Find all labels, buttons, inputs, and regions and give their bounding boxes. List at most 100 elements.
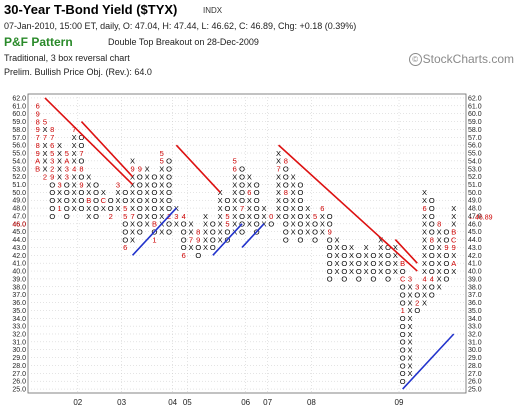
x-box: X [130, 196, 135, 205]
x-box: X [422, 227, 427, 236]
o-box: O [268, 220, 274, 229]
x-box: 3 [174, 212, 178, 221]
o-box: O [64, 188, 70, 197]
o-box: 7 [240, 204, 244, 213]
o-box: 9 [328, 227, 332, 236]
o-box: 8 [36, 141, 40, 150]
x-box: X [261, 212, 266, 221]
o-box: O [152, 180, 158, 189]
y-tick-right: 38.0 [468, 284, 482, 291]
x-box: 9 [452, 243, 456, 252]
o-box: O [312, 220, 318, 229]
o-box: 8 [36, 117, 40, 126]
y-tick-right: 34.0 [468, 316, 482, 323]
x-box: 1 [57, 204, 61, 213]
x-box: X [42, 149, 47, 158]
o-box: O [137, 172, 143, 181]
o-box: B [400, 259, 405, 268]
y-tick-right: 32.0 [468, 331, 482, 338]
x-tick-label: 05 [183, 398, 192, 407]
x-box: X [72, 157, 77, 166]
y-tick-left: 38.0 [12, 284, 26, 291]
o-box: O [327, 212, 333, 221]
y-tick-right: 62.0 [468, 95, 482, 102]
o-box: O [181, 235, 187, 244]
y-tick-right: 37.0 [468, 292, 482, 299]
x-box: X [159, 172, 164, 181]
o-box: 9 [50, 172, 54, 181]
o-box: O [225, 227, 231, 236]
x-box: X [247, 172, 252, 181]
x-box: 2 [43, 172, 47, 181]
o-box: O [152, 172, 158, 181]
x-box: X [86, 188, 91, 197]
o-box: O [152, 204, 158, 213]
o-box: 9 [79, 180, 83, 189]
y-tick-left: 54.0 [12, 158, 26, 165]
y-tick-right: 52.0 [468, 174, 482, 181]
y-tick-left: 28.0 [12, 363, 26, 370]
o-box: 9 [36, 109, 40, 118]
o-box: O [400, 290, 406, 299]
x-box: X [130, 157, 135, 166]
o-box: 6 [182, 251, 186, 260]
x-tick-label: 08 [307, 398, 316, 407]
x-box: X [86, 180, 91, 189]
o-box: O [400, 267, 406, 276]
y-tick-left: 34.0 [12, 316, 26, 323]
x-box: B [86, 196, 91, 205]
o-box: O [166, 227, 172, 236]
y-tick-right: 43.0 [468, 245, 482, 252]
exchange-label: INDX [203, 6, 223, 15]
o-box: O [400, 353, 406, 362]
o-box: O [210, 243, 216, 252]
o-box: O [414, 306, 420, 315]
o-box: 5 [65, 149, 69, 158]
x-box: X [188, 220, 193, 229]
y-tick-right: 40.0 [468, 269, 482, 276]
x-box: X [378, 235, 383, 244]
y-tick-left: 25.0 [12, 387, 26, 394]
x-box: X [218, 220, 223, 229]
x-box: X [276, 149, 281, 158]
support-trend-line [241, 223, 265, 248]
x-box: X [130, 188, 135, 197]
o-box: O [341, 267, 347, 276]
x-box: X [159, 212, 164, 221]
x-box: X [57, 196, 62, 205]
y-tick-right: 27.0 [468, 371, 482, 378]
o-box: O [298, 204, 304, 213]
o-box: 7 [79, 149, 83, 158]
x-box: X [422, 298, 427, 307]
o-box: O [225, 204, 231, 213]
price-objective: Prelim. Bullish Price Obj. (Rev.): 64.0 [4, 67, 152, 77]
x-box: 3 [116, 180, 120, 189]
x-box: X [247, 204, 252, 213]
x-box: 7 [72, 125, 76, 134]
x-box: X [174, 220, 179, 229]
o-box: O [152, 196, 158, 205]
copyright-icon: © [408, 53, 422, 67]
o-box: O [79, 188, 85, 197]
o-box: O [195, 251, 201, 260]
x-box: X [451, 251, 456, 260]
x-box: X [364, 259, 369, 268]
x-box: 5 [160, 149, 164, 158]
y-tick-right: 44.0 [468, 237, 482, 244]
o-box: O [137, 227, 143, 236]
o-box: O [93, 188, 99, 197]
x-box: X [247, 180, 252, 189]
x-box: X [86, 204, 91, 213]
x-box: X [320, 212, 325, 221]
o-box: O [108, 196, 114, 205]
resistance-trend-line [278, 144, 418, 272]
stockcharts-logo: © StockCharts.com [408, 52, 514, 67]
x-box: X [393, 267, 398, 276]
y-tick-right: 25.0 [468, 387, 482, 394]
o-box: O [327, 275, 333, 284]
o-box: O [166, 196, 172, 205]
x-box: X [291, 172, 296, 181]
x-box: X [451, 204, 456, 213]
x-box: X [145, 220, 150, 229]
x-box: X [378, 259, 383, 268]
